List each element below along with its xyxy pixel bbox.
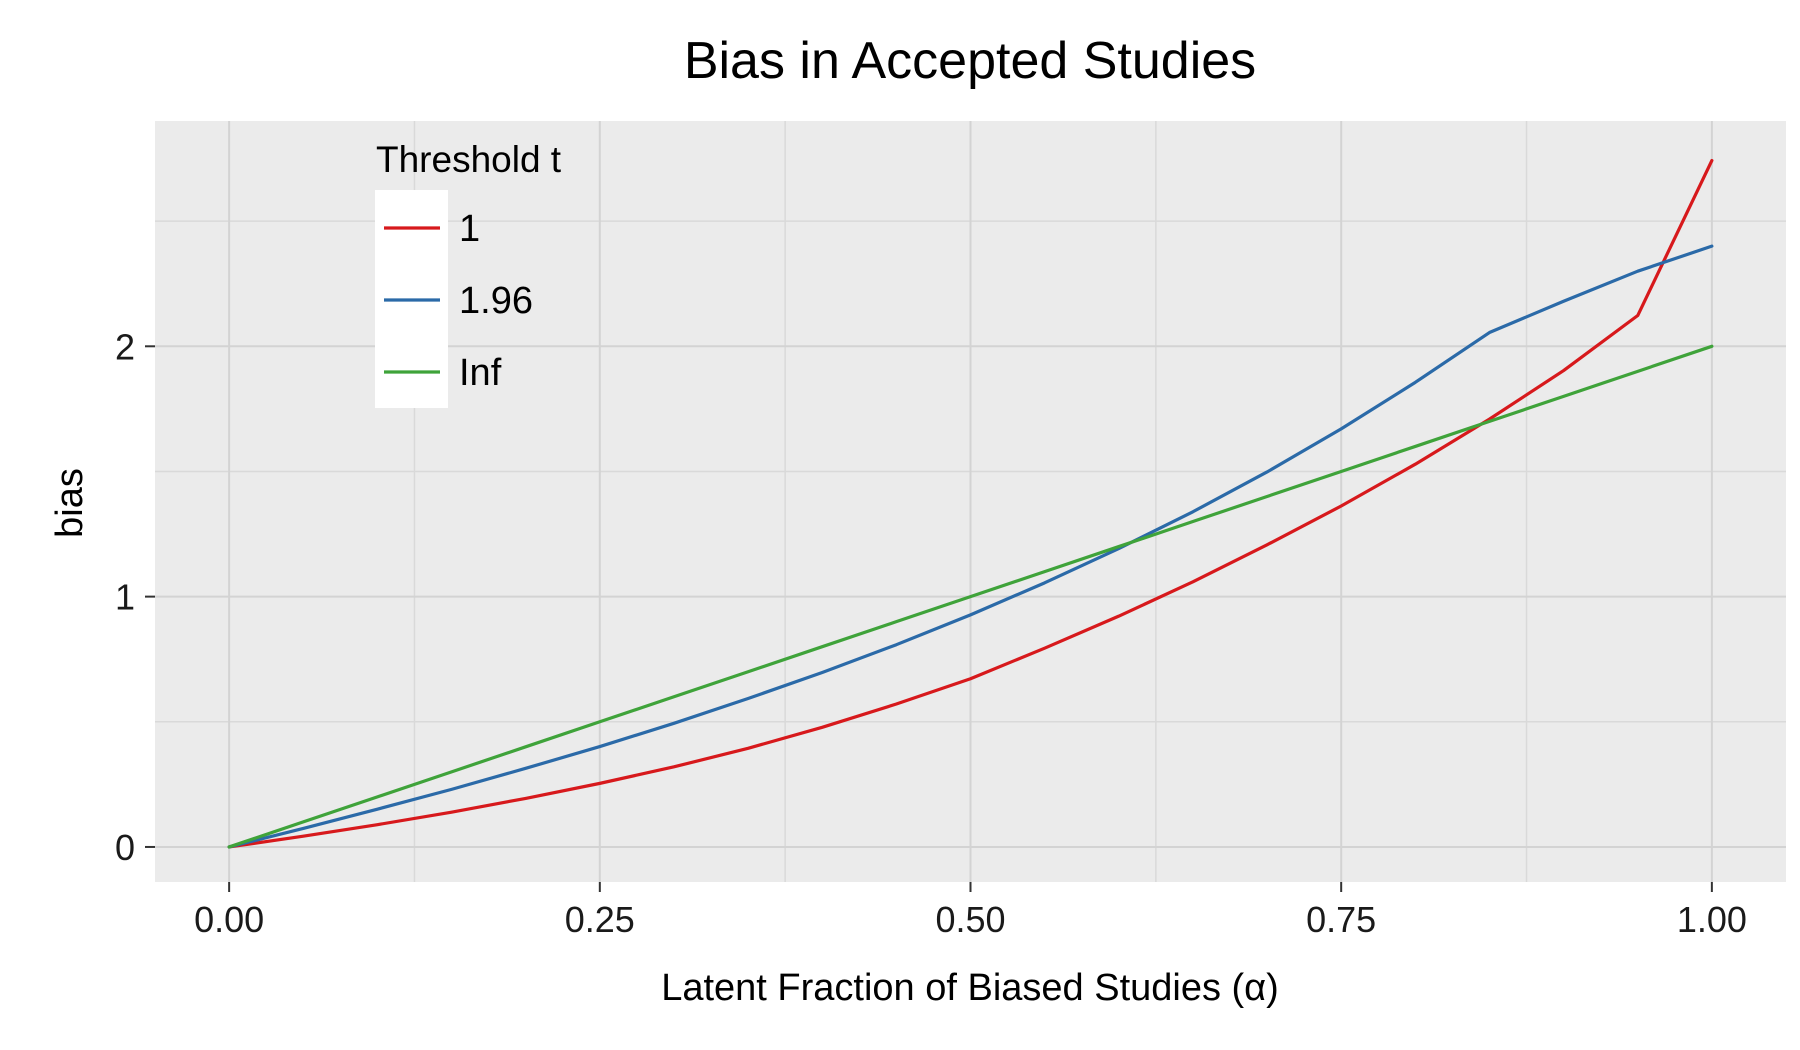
x-axis: 0.00 0.25 0.50 0.75 1.00 <box>194 882 1747 940</box>
x-tick-label: 0.00 <box>194 899 264 940</box>
legend-label: 1 <box>459 208 480 250</box>
legend-title: Threshold t <box>376 139 562 180</box>
series-line-Inf <box>227 344 1714 849</box>
legend-label: Inf <box>459 352 502 394</box>
x-axis-title: Latent Fraction of Biased Studies (α) <box>661 967 1279 1009</box>
legend: Threshold t 1 1.96 Inf <box>375 139 562 408</box>
y-tick-label: 1 <box>115 577 135 618</box>
y-axis-title: bias <box>49 468 91 538</box>
y-tick-label: 0 <box>115 827 135 868</box>
series-line-1 <box>227 158 1714 849</box>
x-tick-label: 1.00 <box>1677 899 1747 940</box>
x-tick-label: 0.25 <box>565 899 635 940</box>
legend-items: 1 1.96 Inf <box>384 208 533 394</box>
x-tick-label: 0.75 <box>1306 899 1376 940</box>
y-axis: 0 1 2 <box>115 326 155 868</box>
legend-label: 1.96 <box>459 280 533 322</box>
series-line-1.96 <box>227 244 1714 849</box>
y-tick-label: 2 <box>115 326 135 367</box>
chart-title: Bias in Accepted Studies <box>684 32 1256 90</box>
x-tick-label: 0.50 <box>935 899 1005 940</box>
series-lines <box>227 158 1714 849</box>
